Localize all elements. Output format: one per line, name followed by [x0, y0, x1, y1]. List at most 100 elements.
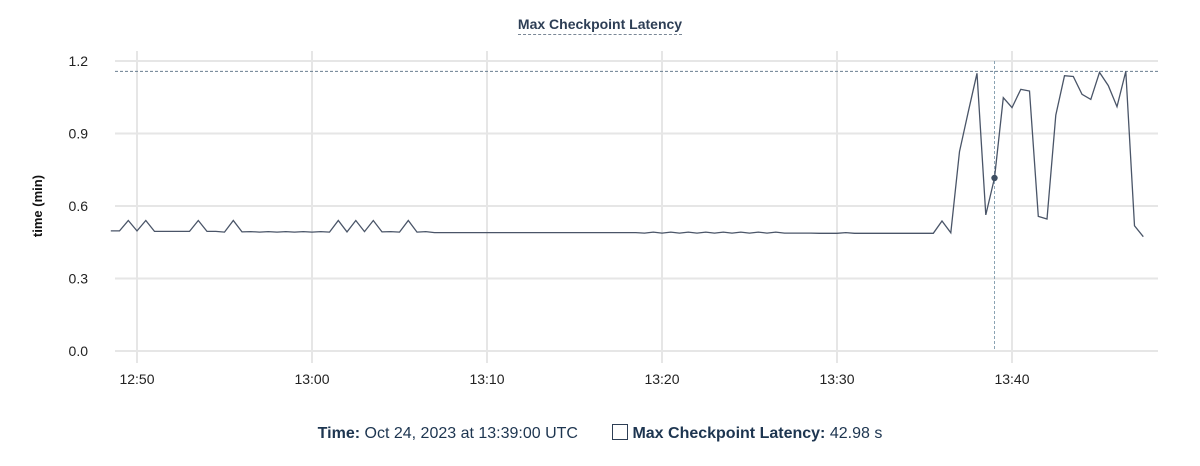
data-point — [1139, 233, 1147, 241]
data-point — [1008, 104, 1016, 112]
data-point — [378, 228, 386, 236]
data-point — [903, 229, 911, 237]
data-point — [973, 69, 981, 77]
y-tick-label: 0.0 — [69, 343, 89, 359]
data-point — [789, 229, 797, 237]
data-point — [238, 228, 246, 236]
data-point — [1034, 212, 1042, 220]
data-point — [676, 229, 684, 237]
data-point — [579, 229, 587, 237]
data-point — [728, 229, 736, 237]
data-point — [763, 229, 771, 237]
data-point — [964, 108, 972, 116]
series[interactable] — [107, 61, 1158, 351]
data-point — [396, 228, 404, 236]
data-point — [466, 229, 474, 237]
data-point — [282, 228, 290, 236]
data-point — [894, 229, 902, 237]
data-point — [1052, 111, 1060, 119]
data-point — [947, 229, 955, 237]
data-point — [571, 229, 579, 237]
y-axis: 0.0 0.3 0.6 0.9 1.2 — [69, 53, 89, 359]
series-value: 42.98 s — [829, 425, 883, 442]
data-point — [492, 229, 500, 237]
data-point — [124, 217, 132, 225]
data-point — [807, 229, 815, 237]
data-point — [387, 228, 395, 236]
x-tick-label: 13:20 — [644, 371, 679, 387]
data-point — [754, 228, 762, 236]
y-tick-label: 0.3 — [69, 271, 89, 287]
data-point — [133, 227, 141, 235]
data-point — [343, 228, 351, 236]
data-point — [1096, 68, 1104, 76]
data-point — [702, 228, 710, 236]
x-tick-label: 13:00 — [294, 371, 329, 387]
x-axis: 12:50 13:00 13:10 13:20 13:30 13:40 — [119, 371, 1029, 387]
data-point — [317, 228, 325, 236]
data-point — [361, 228, 369, 236]
data-point — [929, 229, 937, 237]
time-value: Oct 24, 2023 at 13:39:00 UTC — [364, 425, 578, 442]
data-point — [658, 229, 666, 237]
data-point — [352, 217, 360, 225]
data-point — [474, 229, 482, 237]
data-point — [299, 228, 307, 236]
data-point — [667, 228, 675, 236]
data-point — [1026, 87, 1034, 95]
x-tick-label: 13:30 — [819, 371, 854, 387]
data-point — [168, 227, 176, 235]
data-point — [912, 229, 920, 237]
data-point — [877, 229, 885, 237]
data-point — [247, 228, 255, 236]
data-point — [457, 229, 465, 237]
data-point — [737, 228, 745, 236]
series-swatch-icon[interactable] — [612, 424, 629, 440]
hover-point — [991, 174, 998, 182]
data-point — [212, 227, 220, 235]
data-point — [772, 228, 780, 236]
x-tick-label: 13:40 — [994, 371, 1029, 387]
data-point — [842, 229, 850, 237]
data-point — [536, 229, 544, 237]
data-point — [439, 229, 447, 237]
y-axis-label: time (min) — [30, 175, 45, 237]
data-point — [746, 229, 754, 237]
data-point — [186, 227, 194, 235]
data-point — [413, 228, 421, 236]
data-point — [597, 229, 605, 237]
data-point — [194, 217, 202, 225]
data-point — [798, 229, 806, 237]
data-point — [527, 229, 535, 237]
data-point — [868, 229, 876, 237]
data-point — [107, 227, 115, 235]
data-point — [1087, 95, 1095, 103]
data-point — [509, 229, 517, 237]
data-point — [1061, 72, 1069, 80]
data-point — [562, 229, 570, 237]
data-point — [229, 217, 237, 225]
y-tick-label: 1.2 — [69, 53, 89, 69]
data-point — [553, 229, 561, 237]
data-point — [833, 229, 841, 237]
data-point — [142, 217, 150, 225]
data-point — [684, 228, 692, 236]
data-point — [641, 229, 649, 237]
series-label: Max Checkpoint Latency: — [632, 425, 826, 442]
data-point — [816, 229, 824, 237]
data-point — [982, 211, 990, 219]
data-point — [518, 229, 526, 237]
data-point — [308, 228, 316, 236]
data-point — [824, 229, 832, 237]
data-point — [273, 228, 281, 236]
data-point — [404, 217, 412, 225]
data-point — [588, 229, 596, 237]
data-point — [632, 229, 640, 237]
hover-tooltip: Time: Oct 24, 2023 at 13:39:00 UTC Max C… — [0, 424, 1200, 443]
x-tick-label: 13:10 — [469, 371, 504, 387]
data-point — [921, 229, 929, 237]
data-point — [1078, 90, 1086, 98]
data-point — [1131, 222, 1139, 230]
data-point — [501, 229, 509, 237]
data-point — [334, 217, 342, 225]
